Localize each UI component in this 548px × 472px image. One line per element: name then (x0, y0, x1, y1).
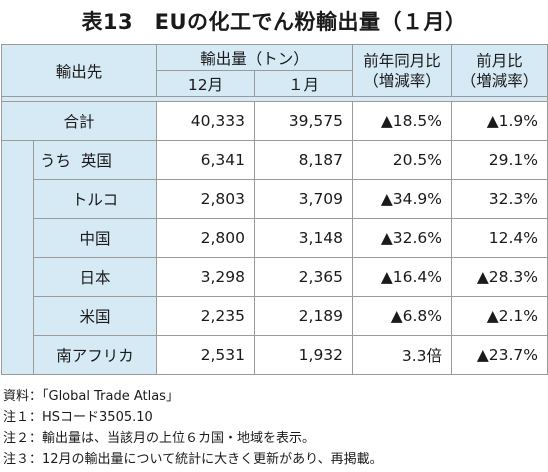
note-2: 注２：輸出量は、当該月の上位６カ国・地域を表示。 (3, 431, 316, 446)
row-name: うち 英国 (32, 140, 158, 180)
row-name: 合計 (0, 101, 158, 141)
table-title: 表13 EUの化工でん粉輸出量（１月） (81, 10, 467, 34)
uchi-label: うち (40, 152, 72, 170)
row-name: トルコ (32, 179, 158, 219)
table-row: 日本 3,298 2,365 ▲16.4% ▲28.3% (2, 257, 548, 297)
cell-january: 8,187 (254, 140, 354, 180)
table-row-total: 合計 40,333 39,575 ▲18.5% ▲1.9% (0, 101, 548, 141)
header-yoy-line1: 前年同月比 (363, 51, 441, 70)
cell-yoy: ▲16.4% (352, 257, 453, 297)
cell-yoy: ▲18.5% (352, 101, 453, 141)
cell-yoy: ▲34.9% (352, 179, 453, 219)
cell-january: 3,709 (254, 179, 354, 219)
cell-mom: ▲2.1% (451, 296, 548, 336)
table-row: トルコ 2,803 3,709 ▲34.9% 32.3% (2, 179, 548, 219)
row-name-text: 英国 (80, 152, 112, 170)
header-january: １月 (254, 70, 354, 97)
cell-yoy: ▲6.8% (352, 296, 453, 336)
export-table: 輸出先 輸出量（トン） 前年同月比 （増減率） 前月比 （増減率） 12月 １月… (0, 44, 548, 375)
header-destination: 輸出先 (0, 44, 158, 97)
header-yoy: 前年同月比 （増減率） (352, 44, 453, 97)
note-1: 注１：HSコード3505.10 (3, 410, 153, 425)
row-name: 米国 (32, 296, 158, 336)
cell-mom: ▲28.3% (451, 257, 548, 297)
note-source: 資料：「Global Trade Atlas」 (3, 389, 179, 404)
cell-mom: ▲1.9% (451, 101, 548, 141)
row-group-spacer (1, 140, 34, 375)
table-row: 中国 2,800 3,148 ▲32.6% 12.4% (2, 218, 548, 258)
cell-mom: ▲23.7% (451, 335, 548, 375)
cell-december: 3,298 (156, 257, 256, 297)
table-row: 南アフリカ 2,531 1,932 3.3倍 ▲23.7% (2, 335, 548, 375)
header-mom: 前月比 （増減率） (451, 44, 548, 97)
header-volume: 輸出量（トン） (156, 44, 354, 71)
cell-january: 1,932 (254, 335, 354, 375)
cell-mom: 29.1% (451, 140, 548, 180)
cell-december: 2,800 (156, 218, 256, 258)
cell-january: 39,575 (254, 101, 354, 141)
cell-yoy: 20.5% (352, 140, 453, 180)
table-row: 米国 2,235 2,189 ▲6.8% ▲2.1% (2, 296, 548, 336)
cell-mom: 12.4% (451, 218, 548, 258)
cell-december: 6,341 (156, 140, 256, 180)
footnotes: 資料：「Global Trade Atlas」 注１：HSコード3505.10 … (3, 386, 383, 470)
cell-december: 2,531 (156, 335, 256, 375)
header-december: 12月 (156, 70, 256, 97)
header-yoy-line2: （増減率） (363, 71, 441, 90)
cell-yoy: 3.3倍 (352, 335, 453, 375)
row-name: 日本 (32, 257, 158, 297)
row-name: 南アフリカ (32, 335, 158, 375)
cell-december: 40,333 (156, 101, 256, 141)
cell-yoy: ▲32.6% (352, 218, 453, 258)
cell-january: 3,148 (254, 218, 354, 258)
cell-december: 2,803 (156, 179, 256, 219)
row-name: 中国 (32, 218, 158, 258)
cell-january: 2,365 (254, 257, 354, 297)
header-mom-line2: （増減率） (460, 71, 539, 90)
cell-january: 2,189 (254, 296, 354, 336)
header-mom-line1: 前月比 (476, 51, 523, 70)
table-row: うち 英国 6,341 8,187 20.5% 29.1% (1, 140, 548, 375)
cell-mom: 32.3% (451, 179, 548, 219)
cell-december: 2,235 (156, 296, 256, 336)
note-3: 注３：12月の輸出量について統計に大きく更新があり、再掲載。 (3, 452, 383, 467)
